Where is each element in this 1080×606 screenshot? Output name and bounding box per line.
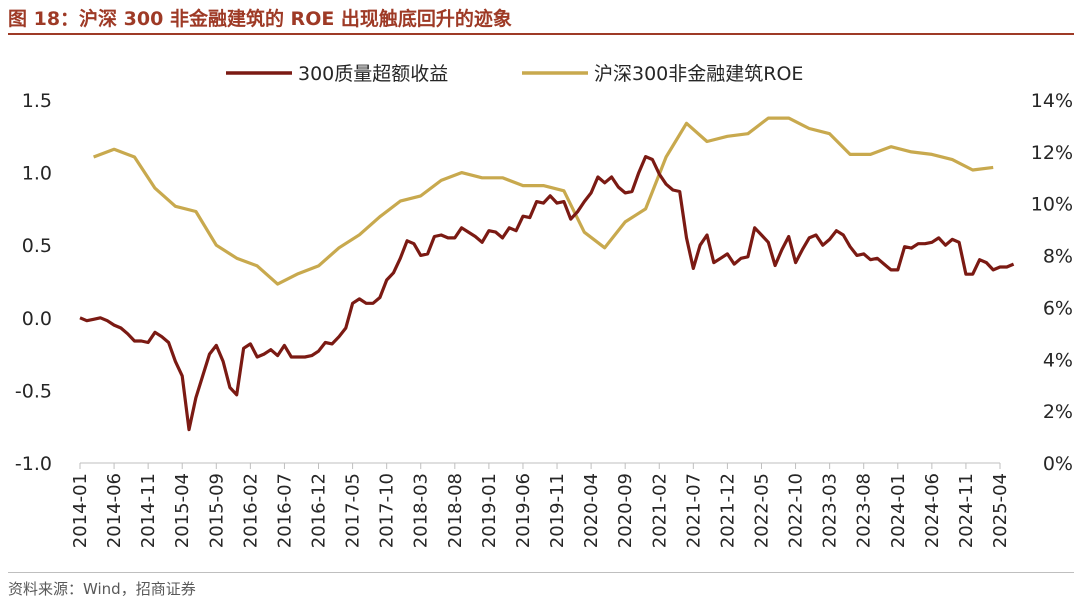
left-tick-label: 1.5 bbox=[22, 90, 52, 112]
x-tick-label: 2016-07 bbox=[274, 473, 295, 548]
source-note: 资料来源：Wind，招商证券 bbox=[8, 580, 196, 598]
x-tick-label: 2024-06 bbox=[922, 473, 943, 548]
x-tick-label: 2015-09 bbox=[206, 473, 227, 548]
x-tick-label: 2016-12 bbox=[309, 473, 330, 548]
x-tick-label: 2019-11 bbox=[547, 473, 568, 548]
x-tick-label: 2018-03 bbox=[411, 473, 432, 548]
x-tick-label: 2023-08 bbox=[854, 473, 875, 548]
x-tick-label: 2020-09 bbox=[615, 473, 636, 548]
footer-divider bbox=[8, 572, 1074, 573]
right-axis-ticks: 0% 2% 4% 6% 8% 10% 12% 14% bbox=[1031, 90, 1073, 475]
left-tick-label: 0.5 bbox=[22, 235, 52, 257]
right-tick-label: 14% bbox=[1031, 90, 1073, 112]
right-tick-label: 2% bbox=[1043, 401, 1073, 423]
left-tick-label: 0.0 bbox=[22, 308, 52, 330]
x-tick-label: 2017-05 bbox=[343, 473, 364, 548]
x-tick-label: 2023-03 bbox=[820, 473, 841, 548]
x-tick-label: 2014-01 bbox=[70, 473, 91, 548]
right-tick-label: 6% bbox=[1043, 297, 1073, 319]
chart-legend: 300质量超额收益 沪深300非金融建筑ROE bbox=[226, 63, 803, 85]
right-tick-label: 8% bbox=[1043, 246, 1073, 268]
x-tick-label: 2021-12 bbox=[717, 473, 738, 548]
right-tick-label: 12% bbox=[1031, 142, 1073, 164]
x-tick-label: 2022-10 bbox=[786, 473, 807, 548]
x-tick-label: 2021-02 bbox=[649, 473, 670, 548]
right-tick-label: 4% bbox=[1043, 349, 1073, 371]
left-tick-label: -1.0 bbox=[15, 453, 52, 475]
x-tick-label: 2016-02 bbox=[240, 473, 261, 548]
x-tick-label: 2018-08 bbox=[445, 473, 466, 548]
x-tick-label: 2017-10 bbox=[377, 473, 398, 548]
x-tick-label: 2014-06 bbox=[104, 473, 125, 548]
figure-title: 图 18：沪深 300 非金融建筑的 ROE 出现触底回升的迹象 bbox=[8, 8, 512, 30]
x-tick-label: 2022-05 bbox=[751, 473, 772, 548]
legend-label-excess-return: 300质量超额收益 bbox=[298, 63, 448, 85]
right-tick-label: 10% bbox=[1031, 194, 1073, 216]
x-tick-label: 2015-04 bbox=[172, 473, 193, 548]
series-line-roe bbox=[93, 116, 994, 286]
x-tick-label: 2019-01 bbox=[479, 473, 500, 548]
x-tick-label: 2019-06 bbox=[513, 473, 534, 548]
series-lines bbox=[79, 116, 1015, 432]
title-divider bbox=[8, 33, 1074, 35]
series-line-excess-return bbox=[79, 155, 1015, 432]
legend-label-roe: 沪深300非金融建筑ROE bbox=[594, 63, 803, 85]
x-tick-label: 2014-11 bbox=[138, 473, 159, 548]
left-tick-label: -0.5 bbox=[15, 380, 52, 402]
x-tick-label: 2025-04 bbox=[990, 473, 1011, 548]
x-tick-label: 2024-01 bbox=[888, 473, 909, 548]
right-tick-label: 0% bbox=[1043, 453, 1073, 475]
x-tick-label: 2024-11 bbox=[956, 473, 977, 548]
x-tick-label: 2021-07 bbox=[683, 473, 704, 548]
left-axis-ticks: -1.0 -0.5 0.0 0.5 1.0 1.5 bbox=[15, 90, 52, 475]
left-tick-label: 1.0 bbox=[22, 163, 52, 185]
x-axis-ticks: 2014-01 2014-06 2014-11 2015-04 2015-09 2016-… bbox=[70, 463, 1011, 548]
x-tick-label: 2020-04 bbox=[581, 473, 602, 548]
